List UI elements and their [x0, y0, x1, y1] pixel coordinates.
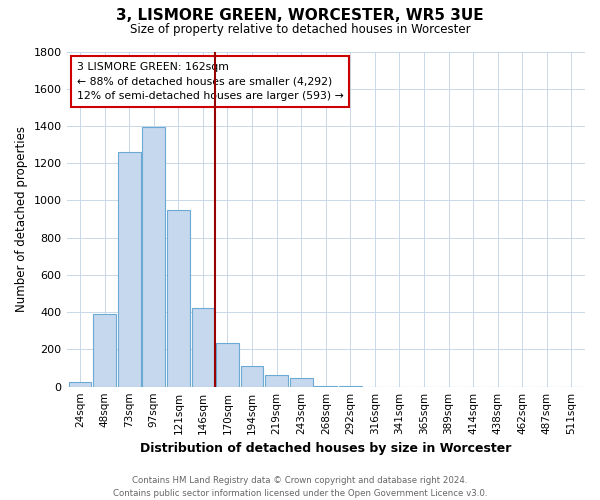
- Bar: [94, 314, 116, 386]
- Bar: [142, 127, 165, 386]
- Bar: [265, 374, 288, 386]
- Text: Contains HM Land Registry data © Crown copyright and database right 2024.
Contai: Contains HM Land Registry data © Crown c…: [113, 476, 487, 498]
- Y-axis label: Number of detached properties: Number of detached properties: [15, 126, 28, 312]
- X-axis label: Distribution of detached houses by size in Worcester: Distribution of detached houses by size …: [140, 442, 511, 455]
- Bar: [241, 366, 263, 386]
- Text: Size of property relative to detached houses in Worcester: Size of property relative to detached ho…: [130, 22, 470, 36]
- Bar: [118, 152, 140, 386]
- Bar: [191, 308, 214, 386]
- Bar: [290, 378, 313, 386]
- Text: 3, LISMORE GREEN, WORCESTER, WR5 3UE: 3, LISMORE GREEN, WORCESTER, WR5 3UE: [116, 8, 484, 22]
- Text: 3 LISMORE GREEN: 162sqm
← 88% of detached houses are smaller (4,292)
12% of semi: 3 LISMORE GREEN: 162sqm ← 88% of detache…: [77, 62, 344, 101]
- Bar: [216, 343, 239, 386]
- Bar: [69, 382, 91, 386]
- Bar: [167, 210, 190, 386]
